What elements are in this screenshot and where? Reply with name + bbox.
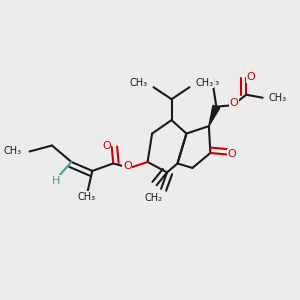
Text: CH₃: CH₃ (268, 93, 287, 103)
Text: CH₂: CH₂ (145, 193, 163, 203)
Text: O: O (227, 149, 236, 160)
Text: CH₃: CH₃ (202, 77, 220, 87)
Text: CH₃: CH₃ (195, 78, 214, 88)
Text: O: O (247, 72, 255, 82)
Text: CH₃: CH₃ (4, 146, 22, 157)
Text: CH₃: CH₃ (130, 78, 148, 88)
Text: O: O (230, 98, 238, 108)
Text: O: O (102, 141, 111, 151)
Text: CH₃: CH₃ (77, 192, 95, 202)
Text: H: H (52, 176, 61, 186)
Polygon shape (209, 105, 220, 126)
Text: O: O (123, 160, 132, 170)
